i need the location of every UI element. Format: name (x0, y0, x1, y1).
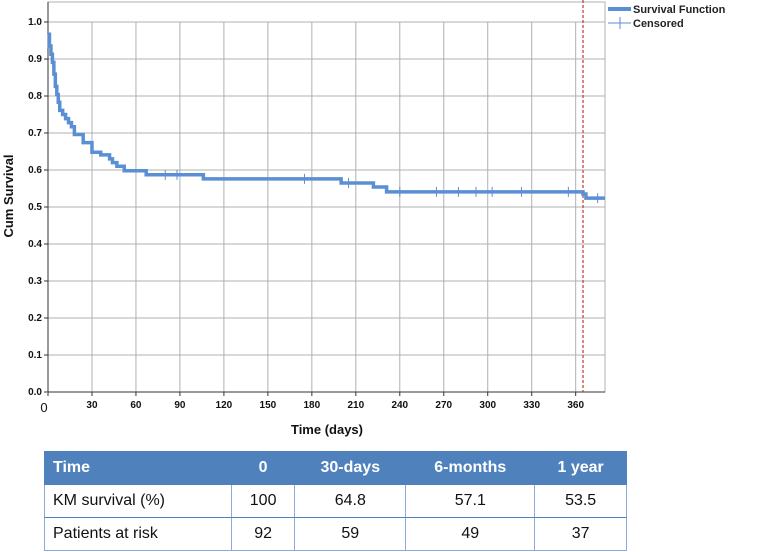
legend-survival-label: Survival Function (633, 4, 726, 16)
table-header-cell: 6-months (405, 451, 536, 485)
y-tick-label: 0.2 (28, 313, 42, 324)
series-layer (47, 32, 605, 204)
plot-frame (47, 1, 606, 393)
table-cell: 49 (405, 517, 536, 551)
x-tick-label: 360 (567, 400, 584, 411)
table-cell: 92 (230, 517, 296, 551)
y-tick-label: 0.4 (28, 239, 42, 250)
x-axis-title: Time (days) (291, 422, 363, 437)
table-cell: 57.1 (405, 484, 536, 518)
table-row: Patients at risk 92 59 49 37 (44, 517, 627, 551)
y-tick-label: 1.0 (28, 17, 42, 28)
x-tick-label: 150 (260, 400, 277, 411)
y-tick-label: 0.9 (28, 54, 42, 65)
y-axis-title: Cum Survival (1, 154, 16, 237)
table-cell: 100 (230, 484, 296, 518)
x-tick-label: 240 (391, 400, 408, 411)
table-header-cell: 30-days (294, 451, 407, 485)
x-tick-label: 120 (216, 400, 233, 411)
y-tick-label: 0.8 (28, 91, 42, 102)
table-header-cell: Time (44, 451, 232, 485)
x-tick-label: 210 (347, 400, 364, 411)
tick-labels: 30 60 90 120 150 180 210 240 270 300 330 360 0 0.0 0.1… (28, 17, 584, 415)
table-cell: KM survival (%) (44, 484, 232, 518)
km-chart: 30 60 90 120 150 180 210 240 270 300 330 360 0 0.0 0.1… (1, 0, 726, 437)
x-tick-label: 270 (435, 400, 452, 411)
y-tick-label: 0.6 (28, 165, 42, 176)
table-cell: 64.8 (294, 484, 407, 518)
x-origin-label: 0 (40, 400, 47, 415)
table-cell: Patients at risk (44, 517, 232, 551)
legend: Survival Function Censored (608, 4, 726, 30)
table-header-cell: 1 year (534, 451, 627, 485)
x-tick-label: 330 (523, 400, 540, 411)
axes (44, 1, 606, 396)
table-header-row: Time 0 30-days 6-months 1 year (44, 451, 627, 485)
y-tick-label: 0.3 (28, 276, 42, 287)
table-cell: 53.5 (534, 484, 627, 518)
table-row: KM survival (%) 100 64.8 57.1 53.5 (44, 484, 627, 518)
x-tick-label: 90 (174, 400, 186, 411)
x-tick-label: 300 (479, 400, 496, 411)
table-cell: 59 (294, 517, 407, 551)
table-header-cell: 0 (230, 451, 296, 485)
y-tick-label: 0.5 (28, 202, 42, 213)
y-tick-label: 0.1 (28, 350, 42, 361)
km-summary-table: Time 0 30-days 6-months 1 year KM surviv… (44, 451, 627, 551)
survival-curve (47, 32, 605, 200)
x-tick-label: 180 (303, 400, 320, 411)
grid-lines (48, 21, 605, 392)
y-tick-label: 0.0 (28, 387, 42, 398)
x-tick-label: 30 (86, 400, 98, 411)
x-tick-label: 60 (130, 400, 142, 411)
legend-censored-label: Censored (633, 18, 684, 30)
table-cell: 37 (534, 517, 627, 551)
y-tick-label: 0.7 (28, 128, 42, 139)
